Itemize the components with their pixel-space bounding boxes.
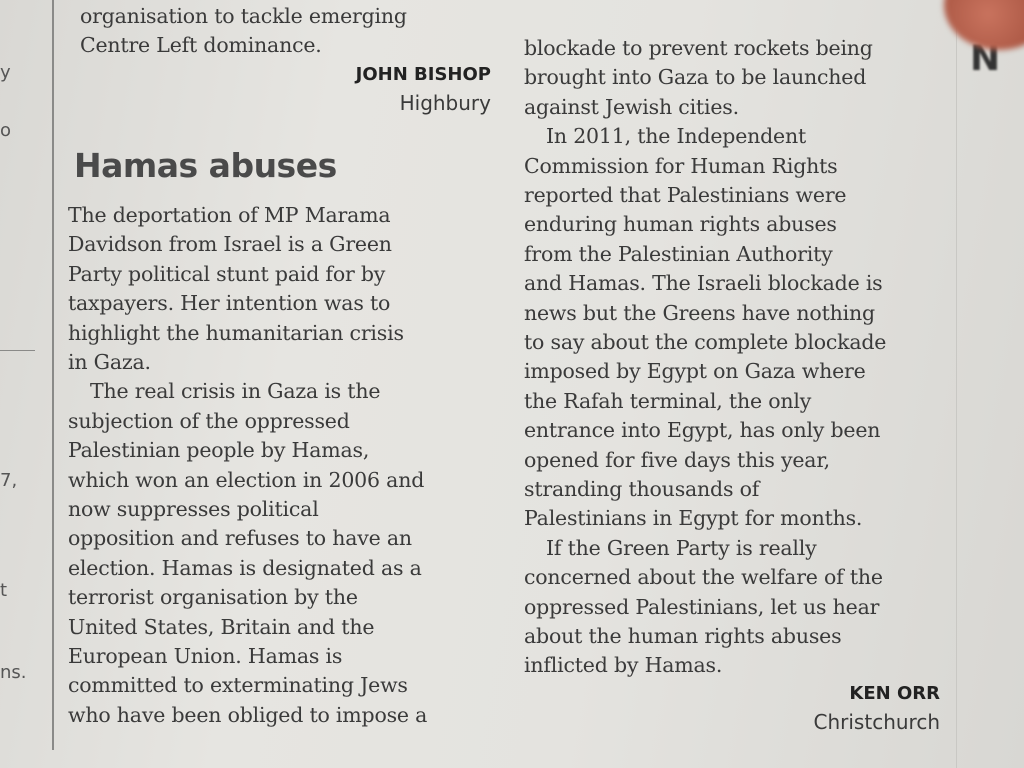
text-line: subjection of the oppressed xyxy=(68,408,350,433)
margin-divider xyxy=(0,350,35,351)
text-line: terrorist organisation by the xyxy=(68,585,358,610)
margin-text-fragment: ns. xyxy=(0,662,27,683)
text-line: election. Hamas is designated as a xyxy=(68,555,422,580)
text-line: If the Green Party is really xyxy=(546,535,817,560)
signature-place: Christchurch xyxy=(813,710,940,734)
text-line: entrance into Egypt, has only been xyxy=(524,418,881,443)
text-line: In 2011, the Independent xyxy=(546,124,807,149)
text-line: The real crisis in Gaza is the xyxy=(90,379,381,404)
text-line: reported that Palestinians were xyxy=(524,183,847,207)
text-line: The deportation of MP Marama xyxy=(68,203,391,227)
text-line: the Rafah terminal, the only xyxy=(524,388,812,413)
text-line: Centre Left dominance. xyxy=(80,33,322,57)
letter-headline: Hamas abuses xyxy=(74,146,337,185)
text-line: in Gaza. xyxy=(68,350,151,374)
column-rule-left xyxy=(52,0,54,750)
text-line: concerned about the welfare of the xyxy=(524,565,883,590)
text-line: about the human rights abuses xyxy=(524,624,842,648)
text-line: Commission for Human Rights xyxy=(524,153,838,178)
text-line: imposed by Egypt on Gaza where xyxy=(524,359,866,384)
text-line: opened for five days this year, xyxy=(524,447,830,472)
letter-signature: KEN ORR Christchurch xyxy=(814,683,940,734)
signature-name: JOHN BISHOP xyxy=(355,64,491,85)
text-line: Davidson from Israel is a Green xyxy=(68,232,392,257)
text-line: stranding thousands of xyxy=(524,477,760,501)
signature-name: KEN ORR xyxy=(849,683,940,704)
text-line: blockade to prevent rockets being xyxy=(524,36,873,60)
text-line: news but the Greens have nothing xyxy=(524,300,875,325)
text-line: European Union. Hamas is xyxy=(68,644,343,668)
text-line: United States, Britain and the xyxy=(68,614,375,639)
signature-place: Highbury xyxy=(399,91,491,115)
text-line: to say about the complete blockade xyxy=(524,330,887,354)
previous-letter-tail: organisation to tackle emerging Centre Le… xyxy=(80,0,500,60)
text-line: from the Palestinian Authority xyxy=(524,241,833,266)
text-line: Palestinians in Egypt for months. xyxy=(524,506,863,531)
previous-letter-signature: JOHN BISHOP Highbury xyxy=(356,64,491,115)
margin-text-fragment: t xyxy=(0,580,8,601)
text-line: who have been obliged to impose a xyxy=(68,702,428,727)
text-line: brought into Gaza to be launched xyxy=(524,65,867,90)
text-line: against Jewish cities. xyxy=(524,94,739,119)
text-line: which won an election in 2006 and xyxy=(68,467,425,492)
text-line: Party political stunt paid for by xyxy=(68,261,386,286)
text-line: organisation to tackle emerging xyxy=(80,4,407,28)
text-line: opposition and refuses to have an xyxy=(68,526,412,551)
column-rule-right xyxy=(956,0,957,768)
text-line: enduring human rights abuses xyxy=(524,212,837,237)
margin-text-fragment: o xyxy=(0,120,12,141)
text-line: inflicted by Hamas. xyxy=(524,653,723,678)
text-line: oppressed Palestinians, let us hear xyxy=(524,594,880,619)
text-line: now suppresses political xyxy=(68,497,319,521)
margin-text-fragment: 7, xyxy=(0,470,18,491)
text-line: and Hamas. The Israeli blockade is xyxy=(524,271,883,296)
margin-text-fragment: y xyxy=(0,62,11,83)
text-line: taxpayers. Her intention was to xyxy=(68,291,391,316)
text-line: highlight the humanitarian crisis xyxy=(68,320,404,345)
text-line: committed to exterminating Jews xyxy=(68,673,408,698)
text-line: Palestinian people by Hamas, xyxy=(68,438,370,463)
